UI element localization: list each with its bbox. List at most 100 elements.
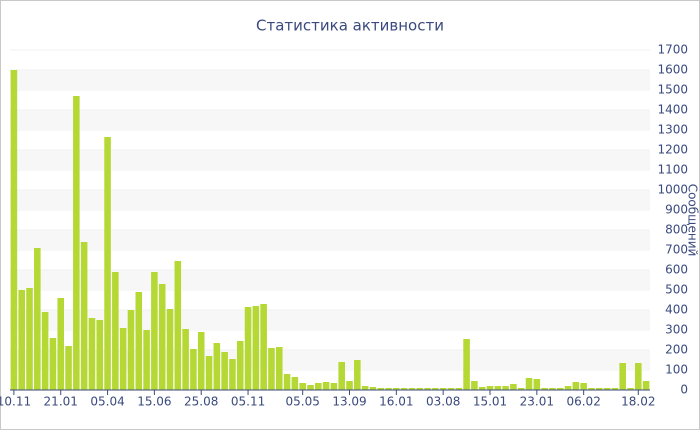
bar (127, 310, 135, 390)
bar (65, 346, 72, 390)
bar (229, 359, 236, 390)
bar (408, 388, 416, 390)
bar (455, 388, 463, 390)
bar (564, 386, 572, 390)
y-tick-label: 1700 (657, 43, 688, 57)
bar (463, 339, 470, 390)
bar (439, 388, 447, 390)
bar (642, 381, 650, 390)
bar (330, 383, 338, 390)
bar (112, 272, 119, 390)
x-tick-label: 18.02 (621, 395, 655, 409)
grid-band (10, 230, 650, 250)
grid-band (10, 70, 650, 90)
bar (635, 363, 642, 390)
bar (244, 307, 252, 390)
x-tick-label: 16.01 (379, 395, 413, 409)
bar (205, 356, 213, 390)
x-tick-label: 25.08 (184, 395, 218, 409)
bar (18, 290, 25, 390)
bar (361, 386, 369, 390)
bar (354, 360, 361, 390)
y-tick-label: 0 (680, 383, 688, 397)
bar (49, 338, 57, 390)
y-tick-label: 400 (665, 303, 688, 317)
bar (549, 388, 556, 390)
x-tick-label: 21.01 (44, 395, 78, 409)
bar (416, 388, 424, 390)
y-tick-label: 800 (665, 223, 688, 237)
bar (393, 388, 400, 390)
bar (494, 386, 502, 390)
y-tick-label: 1300 (657, 123, 688, 137)
bar (268, 348, 275, 390)
bar (158, 284, 166, 390)
bar (338, 362, 345, 390)
bar (588, 388, 595, 390)
bar (182, 329, 189, 390)
grid-band (10, 150, 650, 170)
y-tick-label: 300 (665, 323, 688, 337)
y-tick-label: 1500 (657, 83, 688, 97)
bar (299, 383, 306, 390)
bar (525, 378, 533, 390)
y-tick-label: 200 (665, 343, 688, 357)
bar (400, 388, 408, 390)
x-tick-label: 15.06 (137, 395, 171, 409)
bar (346, 381, 353, 390)
grid-band (10, 110, 650, 130)
bar (104, 137, 111, 390)
bar (151, 272, 158, 390)
bar (322, 382, 330, 390)
bar (213, 343, 221, 390)
bar (556, 388, 564, 390)
bar (291, 377, 299, 390)
bar (580, 383, 587, 390)
bar (502, 386, 509, 390)
y-tick-label: 600 (665, 263, 688, 277)
bar (275, 347, 283, 390)
y-tick-label: 100 (665, 363, 688, 377)
bar (26, 288, 33, 390)
x-tick-label: 23.01 (520, 395, 554, 409)
bar (447, 388, 455, 390)
bar (34, 248, 41, 390)
y-tick-label: 900 (665, 203, 688, 217)
bar (307, 385, 314, 390)
bar (517, 388, 525, 390)
bar (627, 388, 634, 390)
y-tick-label: 1100 (657, 163, 688, 177)
x-tick-label: 10.11 (0, 395, 31, 409)
bar (166, 309, 174, 390)
bar (369, 387, 377, 390)
x-tick-label: 13.09 (332, 395, 366, 409)
y-tick-label: 700 (665, 243, 688, 257)
bar (603, 388, 611, 390)
grid-band (10, 190, 650, 210)
bar (96, 320, 104, 390)
x-tick-label: 05.05 (286, 395, 320, 409)
bar (190, 349, 197, 390)
bar (533, 379, 541, 390)
y-tick-label: 500 (665, 283, 688, 297)
y-tick-label: 1400 (657, 103, 688, 117)
bar (471, 381, 478, 390)
bar (236, 341, 244, 390)
bar (260, 304, 267, 390)
bar (541, 388, 548, 390)
grid-band (10, 270, 650, 290)
bar (619, 363, 626, 390)
bar (595, 388, 603, 390)
bar (119, 328, 127, 390)
bar (252, 306, 260, 390)
x-tick-label: 05.04 (90, 395, 124, 409)
bar (197, 332, 205, 390)
chart-title: Статистика активности (256, 17, 444, 35)
bar (377, 388, 385, 390)
bar (174, 261, 182, 390)
x-tick-label: 06.02 (566, 395, 600, 409)
bar (41, 312, 49, 390)
bar (510, 384, 517, 390)
bar (80, 242, 88, 390)
